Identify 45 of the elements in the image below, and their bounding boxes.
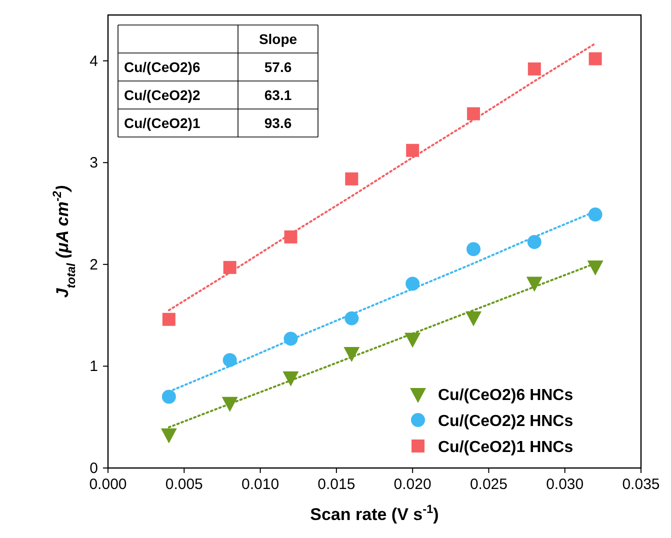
x-tick-label: 0.030 [546, 476, 584, 493]
y-tick-label: 0 [90, 460, 98, 477]
legend-label: Cu/(CeO2)1 HNCs [438, 439, 574, 456]
point [344, 346, 360, 362]
point [222, 353, 237, 368]
point [223, 260, 236, 274]
point [588, 208, 602, 222]
point [528, 62, 541, 76]
x-tick-label: 0.010 [242, 476, 280, 493]
x-tick-label: 0.005 [165, 476, 203, 493]
y-tick-label: 1 [90, 358, 98, 376]
y-tick-label: 3 [90, 154, 98, 172]
point [526, 276, 542, 292]
point [587, 260, 604, 276]
legend-label: Cu/(CeO2)2 HNCs [438, 413, 574, 430]
annotation: Cu/(CeO2)1 [124, 115, 200, 131]
annotation: Cu/(CeO2)6 [124, 59, 200, 75]
point [162, 390, 176, 404]
annotation: 57.6 [264, 59, 292, 75]
x-tick-label: 0.020 [394, 476, 432, 493]
point [466, 242, 480, 256]
point [588, 52, 602, 66]
point [344, 311, 359, 326]
y-tick-label: 4 [90, 52, 98, 70]
annotation: 63.1 [264, 87, 292, 103]
point [404, 332, 421, 348]
point [527, 235, 542, 250]
point [282, 371, 299, 386]
annotation: Cu/(CeO2)2 [124, 87, 200, 103]
annotation: Slope [258, 31, 298, 47]
annotation: 93.6 [264, 115, 292, 131]
point [465, 311, 482, 326]
y-tick-label: 2 [90, 256, 98, 274]
point [162, 312, 176, 326]
x-tick-label: 0.000 [89, 476, 127, 493]
point [406, 144, 420, 157]
x-axis-title: Scan rate (V s$^{-1}$) [310, 502, 439, 524]
x-tick-label: 0.015 [318, 476, 356, 493]
point [345, 172, 358, 186]
legend-label: Cu/(CeO2)6 HNCs [438, 387, 574, 404]
x-tick-label: 0.035 [622, 476, 660, 493]
point [160, 428, 177, 444]
point [466, 107, 480, 120]
point [406, 276, 420, 291]
x-tick-label: 0.025 [470, 476, 508, 493]
